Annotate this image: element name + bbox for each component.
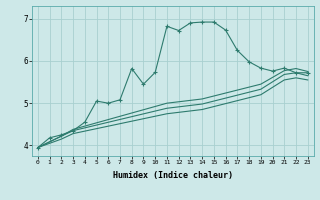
X-axis label: Humidex (Indice chaleur): Humidex (Indice chaleur) — [113, 171, 233, 180]
